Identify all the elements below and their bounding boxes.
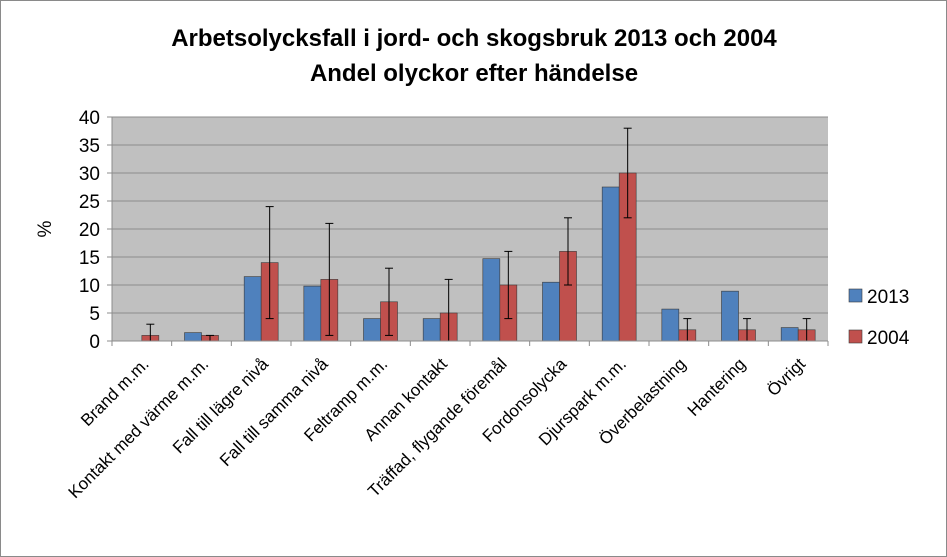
bar-2013-4 <box>363 318 381 342</box>
axes <box>111 117 829 346</box>
bar-2013-10 <box>721 290 739 342</box>
legend-swatch-2013 <box>848 288 863 303</box>
y-axis-ticks: 0 5 10 15 20 25 30 35 40 <box>79 108 112 353</box>
bar-2013-7 <box>542 281 560 342</box>
y-tick-label: 20 <box>79 220 100 241</box>
bar-2013-9 <box>661 308 680 342</box>
bar-2013-11 <box>780 327 799 342</box>
category-label: Fall till samma nivå <box>216 354 332 470</box>
bar-2013-3 <box>303 285 322 342</box>
y-axis-label: % <box>35 220 56 237</box>
y-tick-label: 0 <box>89 332 100 353</box>
chart-title: Arbetsolycksfall i jord- och skogsbruk 2… <box>171 25 777 52</box>
y-tick-label: 15 <box>79 248 100 269</box>
y-tick-label: 30 <box>79 164 100 185</box>
y-tick-label: 5 <box>89 304 100 325</box>
y-tick-label: 25 <box>79 192 100 213</box>
legend-label: 2004 <box>867 328 910 349</box>
category-labels: Brand m.m.Kontakt med värme m.m.Fall til… <box>65 354 810 502</box>
y-tick-label: 10 <box>79 276 100 297</box>
legend: 2013 2004 <box>848 287 910 349</box>
bars <box>141 172 816 342</box>
category-label: Övrigt <box>763 354 809 400</box>
legend-swatch-2004 <box>848 329 863 344</box>
bar-2013-2 <box>243 276 262 342</box>
bar-2013-5 <box>422 318 441 342</box>
legend-label: 2013 <box>867 287 909 308</box>
bar-2013-6 <box>482 258 501 342</box>
grid-lines <box>112 116 828 314</box>
bar-2013-8 <box>601 186 620 342</box>
y-tick-label: 40 <box>79 108 100 129</box>
category-label: Hantering <box>684 354 750 420</box>
chart-subtitle: Andel olyckor efter händelse <box>310 60 638 87</box>
y-tick-label: 35 <box>79 136 100 157</box>
bar-2013-1 <box>184 332 202 342</box>
